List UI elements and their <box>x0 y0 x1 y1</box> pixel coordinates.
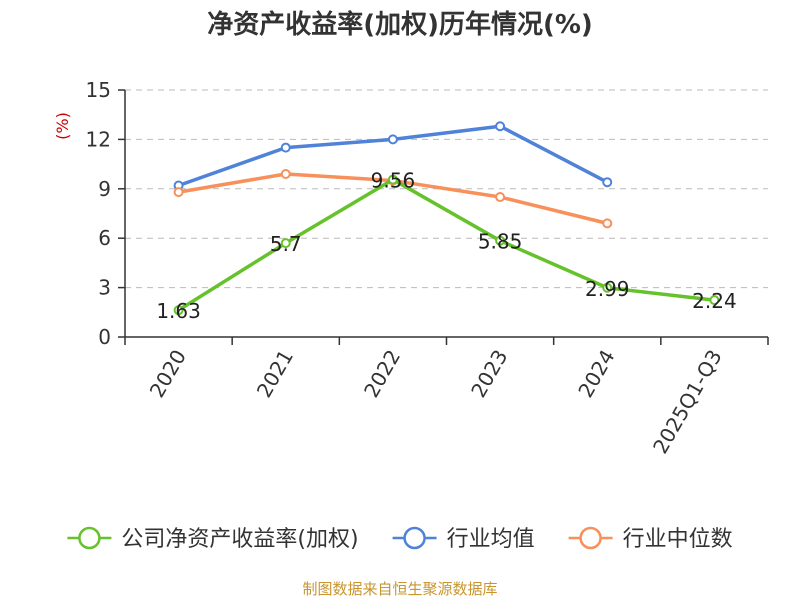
data-point <box>602 218 613 229</box>
legend-label: 行业均值 <box>447 527 535 552</box>
source-note: 制图数据来自恒生聚源数据库 <box>302 580 497 598</box>
y-tick-label: 6 <box>98 226 111 250</box>
y-tick-label: 15 <box>86 78 111 102</box>
x-tick-label: 2024 <box>573 346 619 402</box>
y-tick-label: 9 <box>98 177 111 201</box>
data-point <box>495 235 506 246</box>
series-line-0 <box>177 177 715 312</box>
data-label: 2.99 <box>585 277 630 301</box>
y-tick-label: 3 <box>98 276 111 300</box>
legend-marker <box>579 526 602 550</box>
legend-item-0[interactable]: 公司净资产收益率(加权) <box>67 526 359 552</box>
data-point <box>173 305 184 316</box>
data-label: 9.56 <box>371 169 416 193</box>
data-label: 1.63 <box>156 299 201 323</box>
data-point <box>280 142 291 153</box>
legend-item-1[interactable]: 行业均值 <box>392 526 535 552</box>
x-tick-label: 2021 <box>252 346 298 402</box>
x-tick-label: 2025Q1-Q3 <box>648 346 727 458</box>
data-point <box>709 295 720 306</box>
data-point <box>280 168 291 179</box>
data-labels: 1.63 5.7 9.56 5.85 2.99 2.24 <box>156 169 736 324</box>
legend-label: 公司净资产收益率(加权) <box>121 527 358 552</box>
y-tick-label: 12 <box>86 127 111 151</box>
data-point <box>173 187 184 198</box>
data-point <box>602 282 613 293</box>
x-tick-label: 2022 <box>359 346 405 402</box>
legend-marker <box>78 526 101 550</box>
data-point <box>602 177 613 188</box>
legend[interactable]: 公司净资产收益率(加权) 行业均值 行业中位数 <box>67 526 733 552</box>
y-tick-label: 0 <box>98 325 111 349</box>
x-tick-label: 2020 <box>145 346 191 402</box>
data-label: 2.24 <box>692 289 737 313</box>
chart-title: 净资产收益率(加权)历年情况(%) <box>207 9 593 40</box>
data-point <box>387 174 398 185</box>
series-layer <box>173 121 720 316</box>
data-label: 5.85 <box>478 230 523 254</box>
x-tick-label: 2023 <box>466 346 512 402</box>
legend-item-2[interactable]: 行业中位数 <box>568 526 733 552</box>
data-point <box>495 192 506 203</box>
y-axis-unit: (%) <box>53 112 72 140</box>
legend-label: 行业中位数 <box>623 527 733 552</box>
data-point <box>495 121 506 132</box>
data-label: 5.7 <box>270 232 302 256</box>
data-point <box>280 238 291 249</box>
legend-marker <box>403 526 426 550</box>
data-point <box>387 134 398 145</box>
